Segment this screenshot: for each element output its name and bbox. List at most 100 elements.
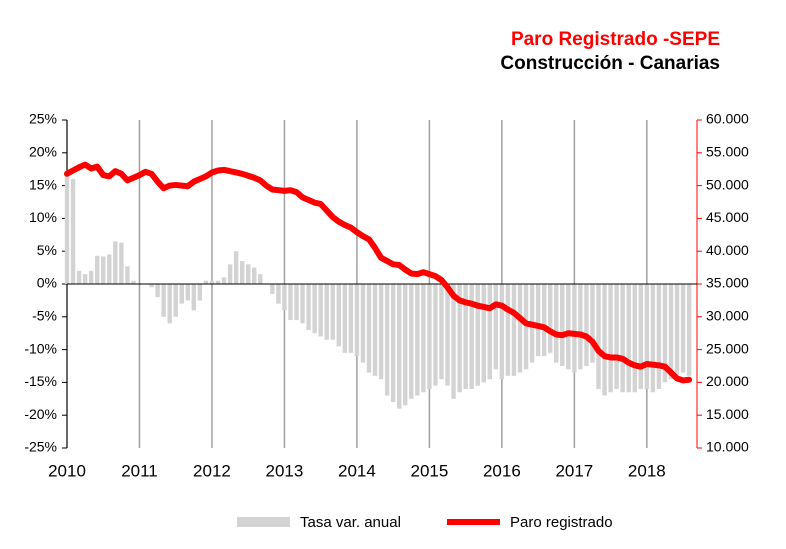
bar bbox=[668, 284, 674, 380]
bar bbox=[680, 284, 686, 373]
bar bbox=[415, 284, 420, 396]
bar bbox=[499, 284, 505, 380]
bar bbox=[457, 284, 462, 393]
bar bbox=[221, 277, 227, 284]
y2-tick-label: 10.000 bbox=[706, 439, 749, 455]
bar bbox=[167, 284, 172, 324]
x-tick-label: 2015 bbox=[410, 461, 448, 480]
bar bbox=[541, 284, 547, 357]
bar bbox=[451, 284, 456, 399]
x-tick-label: 2018 bbox=[628, 461, 666, 480]
bar bbox=[566, 284, 571, 370]
bar bbox=[258, 274, 263, 284]
bar bbox=[620, 284, 625, 393]
bar bbox=[88, 270, 94, 284]
bar bbox=[578, 284, 583, 370]
bar bbox=[318, 284, 323, 337]
x-tick-label: 2017 bbox=[555, 461, 593, 480]
bar bbox=[209, 280, 215, 284]
x-tick-label: 2010 bbox=[48, 461, 86, 480]
bar bbox=[662, 284, 668, 383]
y-tick-label: 10% bbox=[29, 209, 57, 225]
bar bbox=[397, 284, 402, 409]
x-tick-label: 2014 bbox=[338, 461, 376, 480]
bar bbox=[76, 270, 82, 284]
bar bbox=[288, 284, 293, 321]
bar bbox=[517, 284, 523, 373]
bar bbox=[191, 284, 197, 311]
bar bbox=[427, 284, 432, 389]
bar bbox=[554, 284, 559, 363]
bar bbox=[632, 284, 637, 393]
chart-title: Paro Registrado -SEPE bbox=[511, 29, 720, 50]
bar bbox=[535, 284, 541, 357]
bar bbox=[330, 284, 335, 340]
bar bbox=[686, 284, 692, 376]
bar bbox=[252, 267, 257, 284]
bar bbox=[366, 284, 372, 373]
bar bbox=[64, 172, 70, 284]
bar bbox=[638, 284, 643, 389]
bar bbox=[306, 284, 311, 330]
y-tick-label: 0% bbox=[37, 275, 57, 291]
bar bbox=[390, 284, 396, 403]
y2-tick-label: 50.000 bbox=[706, 176, 749, 192]
bar bbox=[113, 241, 118, 284]
bar bbox=[294, 284, 299, 321]
bar bbox=[101, 256, 106, 284]
bar bbox=[197, 284, 203, 301]
y-tick-label: -25% bbox=[24, 439, 57, 455]
x-tick-label: 2011 bbox=[121, 461, 158, 480]
bar bbox=[270, 284, 275, 294]
bar bbox=[475, 284, 480, 386]
bar bbox=[523, 284, 529, 370]
y2-tick-label: 25.000 bbox=[706, 340, 749, 356]
bar bbox=[239, 261, 245, 284]
bar bbox=[650, 284, 656, 393]
y2-tick-label: 45.000 bbox=[706, 209, 749, 225]
x-tick-label: 2016 bbox=[483, 461, 521, 480]
bar bbox=[179, 284, 184, 304]
bar bbox=[95, 255, 100, 284]
line bbox=[64, 161, 693, 384]
bar bbox=[409, 284, 414, 399]
y2-tick-label: 30.000 bbox=[706, 308, 749, 324]
legend-label: Paro registrado bbox=[510, 514, 613, 531]
bar bbox=[70, 179, 76, 284]
bar bbox=[674, 284, 680, 376]
bar bbox=[511, 284, 517, 376]
y2-tick-label: 60.000 bbox=[706, 111, 749, 127]
bar bbox=[590, 284, 595, 363]
bar bbox=[614, 284, 619, 389]
bar bbox=[149, 284, 154, 288]
legend-label: Tasa var. anual bbox=[300, 514, 401, 531]
bar bbox=[596, 284, 601, 389]
bar bbox=[173, 284, 178, 317]
bar bbox=[656, 284, 662, 389]
bar bbox=[469, 284, 474, 389]
bar bbox=[300, 284, 305, 324]
y-tick-label: -10% bbox=[24, 340, 57, 356]
bar bbox=[384, 284, 390, 396]
bar bbox=[348, 284, 354, 353]
bar bbox=[227, 264, 233, 284]
bar bbox=[125, 266, 130, 284]
y2-tick-label: 20.000 bbox=[706, 373, 749, 389]
legend-swatch bbox=[237, 517, 290, 527]
x-tick-label: 2013 bbox=[266, 461, 304, 480]
chart-subtitle: Construcción - Canarias bbox=[500, 53, 720, 74]
bar bbox=[360, 284, 366, 363]
y2-tick-label: 55.000 bbox=[706, 144, 749, 160]
bar bbox=[119, 242, 124, 284]
bar bbox=[421, 284, 426, 393]
bar bbox=[107, 254, 112, 284]
bar bbox=[185, 284, 190, 301]
bar bbox=[608, 284, 613, 393]
y-tick-label: 20% bbox=[29, 144, 57, 160]
bar bbox=[282, 284, 287, 311]
bar bbox=[342, 284, 348, 353]
bar bbox=[155, 284, 160, 298]
bar bbox=[445, 284, 450, 386]
bar bbox=[505, 284, 511, 376]
y2-tick-label: 40.000 bbox=[706, 242, 749, 258]
